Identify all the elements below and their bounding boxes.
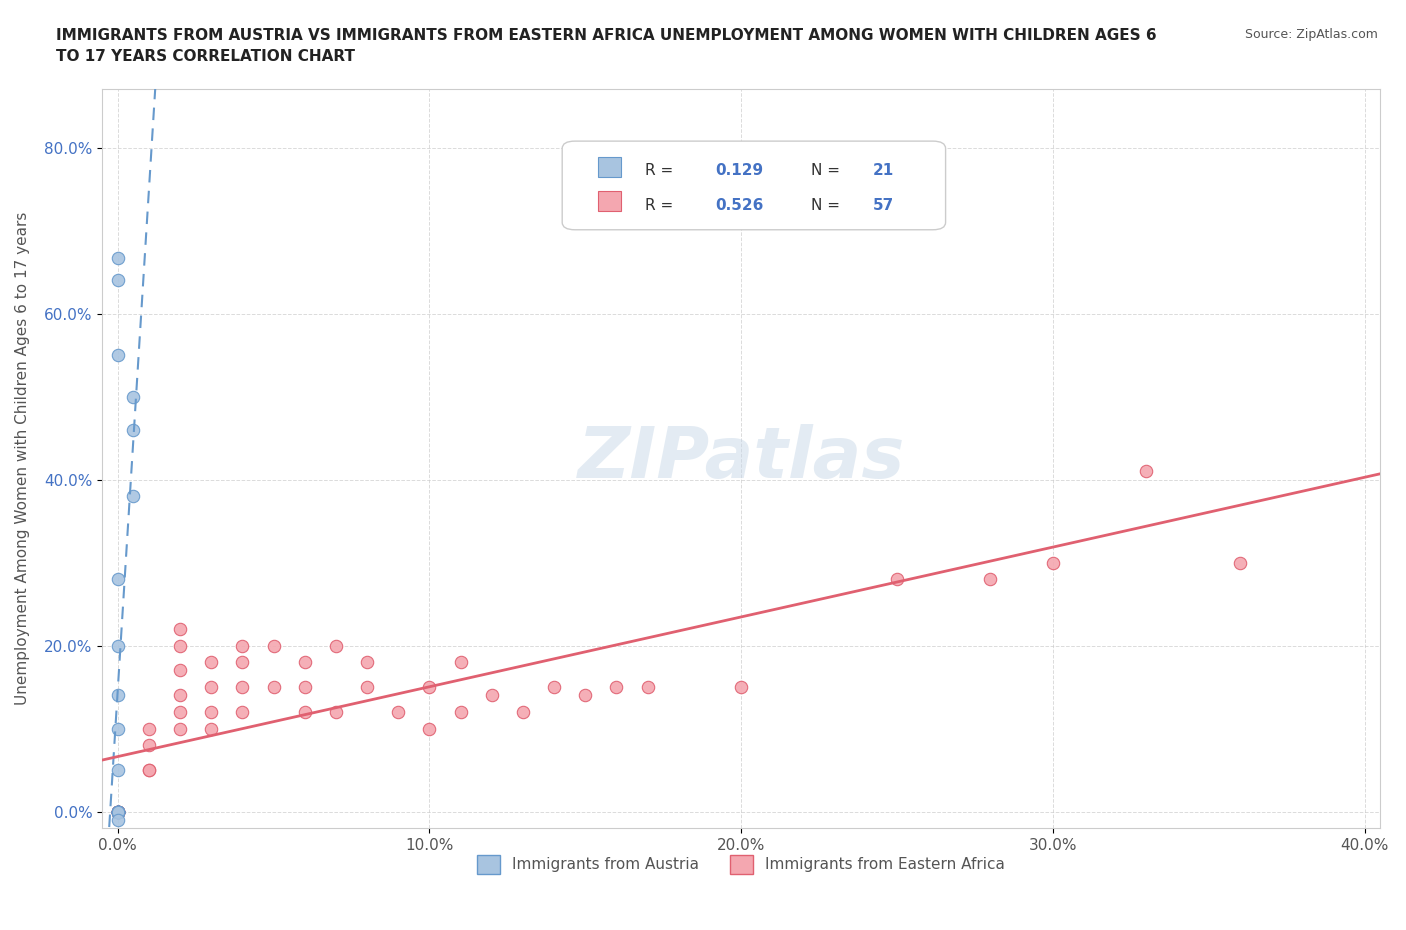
Point (169, 705, 191, 720)
Point (107, 763, 129, 777)
Point (107, 804, 129, 819)
Point (200, 705, 222, 720)
Text: 21: 21 (873, 163, 894, 179)
Point (294, 680, 316, 695)
Point (294, 655, 316, 670)
Text: 0.129: 0.129 (716, 163, 763, 179)
Point (574, 688, 596, 703)
Point (107, 804, 129, 819)
Text: Source: ZipAtlas.com: Source: ZipAtlas.com (1244, 28, 1378, 41)
Point (263, 680, 285, 695)
Point (231, 680, 253, 695)
Point (138, 737, 160, 752)
Point (200, 680, 222, 695)
Point (418, 680, 440, 695)
Point (605, 680, 627, 695)
Point (325, 638, 347, 653)
Point (512, 705, 534, 720)
Point (107, 813, 129, 828)
FancyBboxPatch shape (598, 192, 621, 211)
Point (122, 389, 145, 404)
Point (1135, 464, 1157, 479)
Point (481, 688, 503, 703)
Text: N =: N = (811, 163, 841, 179)
Point (886, 572, 908, 587)
Point (730, 680, 752, 695)
Point (356, 655, 378, 670)
Point (200, 721, 222, 736)
Legend: Immigrants from Austria, Immigrants from Eastern Africa: Immigrants from Austria, Immigrants from… (471, 849, 1011, 880)
Point (169, 638, 191, 653)
Point (231, 655, 253, 670)
Point (1229, 555, 1251, 570)
Y-axis label: Unemployment Among Women with Children Ages 6 to 17 years: Unemployment Among Women with Children A… (15, 212, 30, 706)
Point (107, 804, 129, 819)
Point (231, 705, 253, 720)
Point (263, 638, 285, 653)
Point (107, 804, 129, 819)
Point (450, 655, 472, 670)
Point (231, 638, 253, 653)
Point (1042, 555, 1064, 570)
Point (107, 804, 129, 819)
Point (450, 705, 472, 720)
Point (169, 663, 191, 678)
Point (138, 763, 160, 777)
Point (107, 804, 129, 819)
Text: 0.526: 0.526 (716, 198, 763, 213)
Point (543, 680, 565, 695)
Point (138, 763, 160, 777)
Point (356, 680, 378, 695)
Point (107, 804, 129, 819)
FancyBboxPatch shape (562, 141, 946, 230)
Point (107, 804, 129, 819)
Point (169, 721, 191, 736)
FancyBboxPatch shape (598, 156, 621, 177)
Point (637, 680, 659, 695)
Point (107, 348, 129, 363)
Point (107, 688, 129, 703)
Point (107, 250, 129, 265)
Point (979, 572, 1001, 587)
Point (107, 272, 129, 287)
Point (107, 804, 129, 819)
Text: ZIPatlas: ZIPatlas (578, 424, 905, 493)
Point (418, 721, 440, 736)
Point (169, 621, 191, 636)
Point (325, 705, 347, 720)
Text: N =: N = (811, 198, 841, 213)
Text: R =: R = (645, 163, 673, 179)
Point (107, 804, 129, 819)
Point (107, 804, 129, 819)
Text: R =: R = (645, 198, 673, 213)
Point (294, 705, 316, 720)
Point (107, 804, 129, 819)
Point (200, 655, 222, 670)
Point (122, 488, 145, 503)
Point (107, 804, 129, 819)
Text: IMMIGRANTS FROM AUSTRIA VS IMMIGRANTS FROM EASTERN AFRICA UNEMPLOYMENT AMONG WOM: IMMIGRANTS FROM AUSTRIA VS IMMIGRANTS FR… (56, 28, 1157, 64)
Point (107, 804, 129, 819)
Point (107, 804, 129, 819)
Point (107, 804, 129, 819)
Point (107, 721, 129, 736)
Point (107, 804, 129, 819)
Point (107, 572, 129, 587)
Text: 57: 57 (873, 198, 894, 213)
Point (138, 721, 160, 736)
Point (107, 804, 129, 819)
Point (122, 422, 145, 437)
Point (107, 804, 129, 819)
Point (107, 804, 129, 819)
Point (107, 638, 129, 653)
Point (169, 688, 191, 703)
Point (387, 705, 409, 720)
Point (107, 804, 129, 819)
